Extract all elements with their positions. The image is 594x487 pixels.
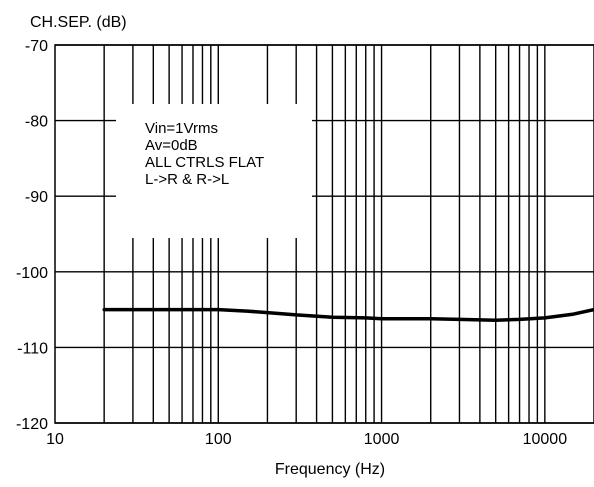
y-axis-title: CH.SEP. (dB) (30, 14, 127, 31)
annotation-line-3: ALL CTRLS FLAT (145, 154, 264, 171)
annotation-line-4: L->R & R->L (145, 171, 229, 188)
plot-frame (54, 44, 594, 424)
y-tick-label: -100 (16, 265, 48, 282)
x-axis-title: Frequency (Hz) (275, 461, 385, 478)
series-line (102, 307, 594, 322)
y-tick-label: -80 (25, 114, 48, 131)
annotation-box (116, 104, 312, 238)
y-tick-label: -110 (17, 340, 48, 357)
x-tick-labels: 10 100 1000 10000 (46, 431, 567, 448)
x-tick-label: 10 (46, 431, 64, 448)
y-tick-label: -90 (25, 189, 48, 206)
y-tick-label: -120 (16, 416, 48, 433)
y-tick-labels: -70 -80 -90 -100 -110 -120 (16, 38, 48, 433)
x-tick-label: 10000 (523, 431, 568, 448)
y-tick-label: -70 (25, 38, 48, 55)
x-tick-label: 1000 (364, 431, 400, 448)
annotation-line-1: Vin=1Vrms (145, 120, 218, 137)
annotation-line-2: Av=0dB (145, 137, 198, 154)
x-tick-label: 100 (205, 431, 232, 448)
